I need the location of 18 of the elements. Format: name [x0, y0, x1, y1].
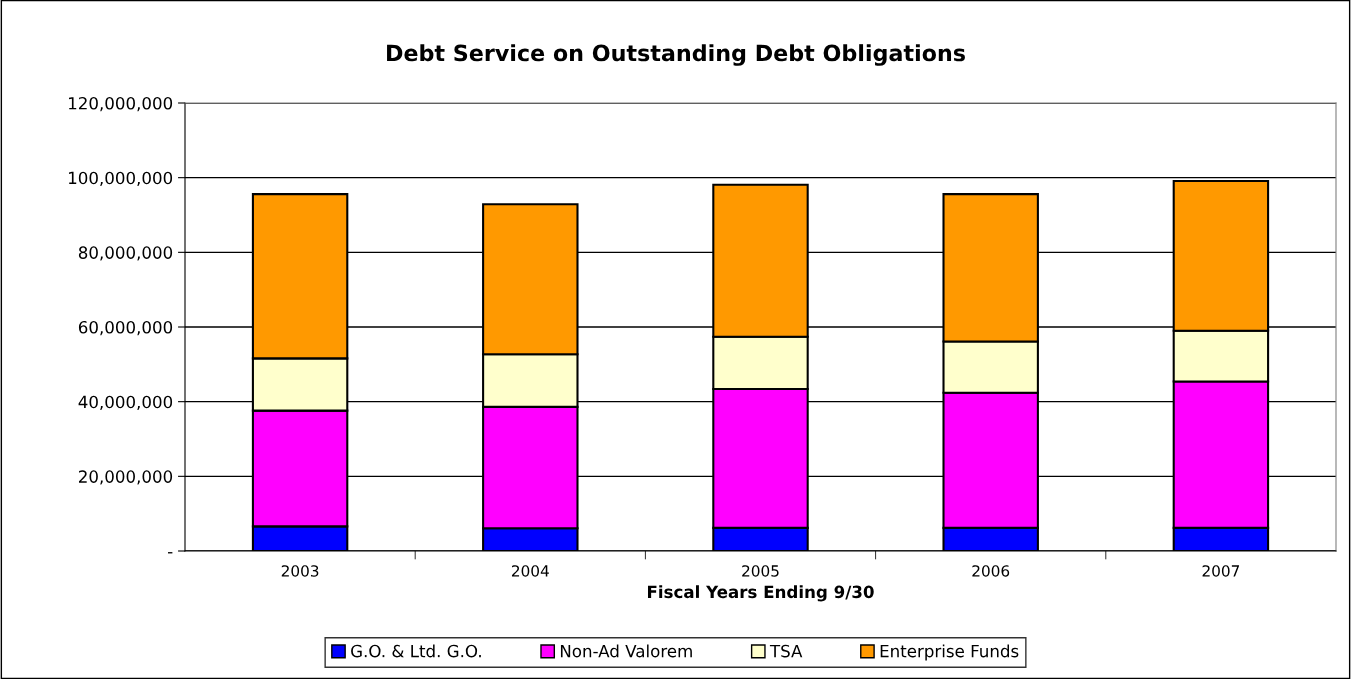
x-tick-label: 2003	[281, 565, 319, 577]
x-tick-label: 2005	[742, 565, 779, 577]
y-tick-label: -	[168, 552, 173, 554]
x-tick-label: 2007	[1202, 565, 1240, 577]
legend-label: Non-Ad Valorem	[560, 644, 692, 658]
y-tick-label: 100,000,000	[68, 171, 173, 186]
legend-label: G.O. & Ltd. G.O.	[351, 644, 481, 658]
legend-label: Enterprise Funds	[880, 644, 1019, 661]
x-tick-label: 2006	[972, 565, 1010, 577]
chart-title: Debt Service on Outstanding Debt Obligations	[387, 44, 965, 66]
y-tick-label: 60,000,000	[78, 320, 173, 336]
x-axis-title: Fiscal Years Ending 9/30	[648, 585, 874, 602]
y-tick-label: 80,000,000	[78, 246, 173, 261]
x-tick-label: 2004	[511, 565, 549, 577]
y-tick-label: 120,000,000	[68, 96, 173, 112]
y-tick-label: 20,000,000	[78, 470, 173, 485]
y-tick-label: 40,000,000	[78, 395, 173, 410]
legend-label: TSA	[769, 644, 803, 658]
